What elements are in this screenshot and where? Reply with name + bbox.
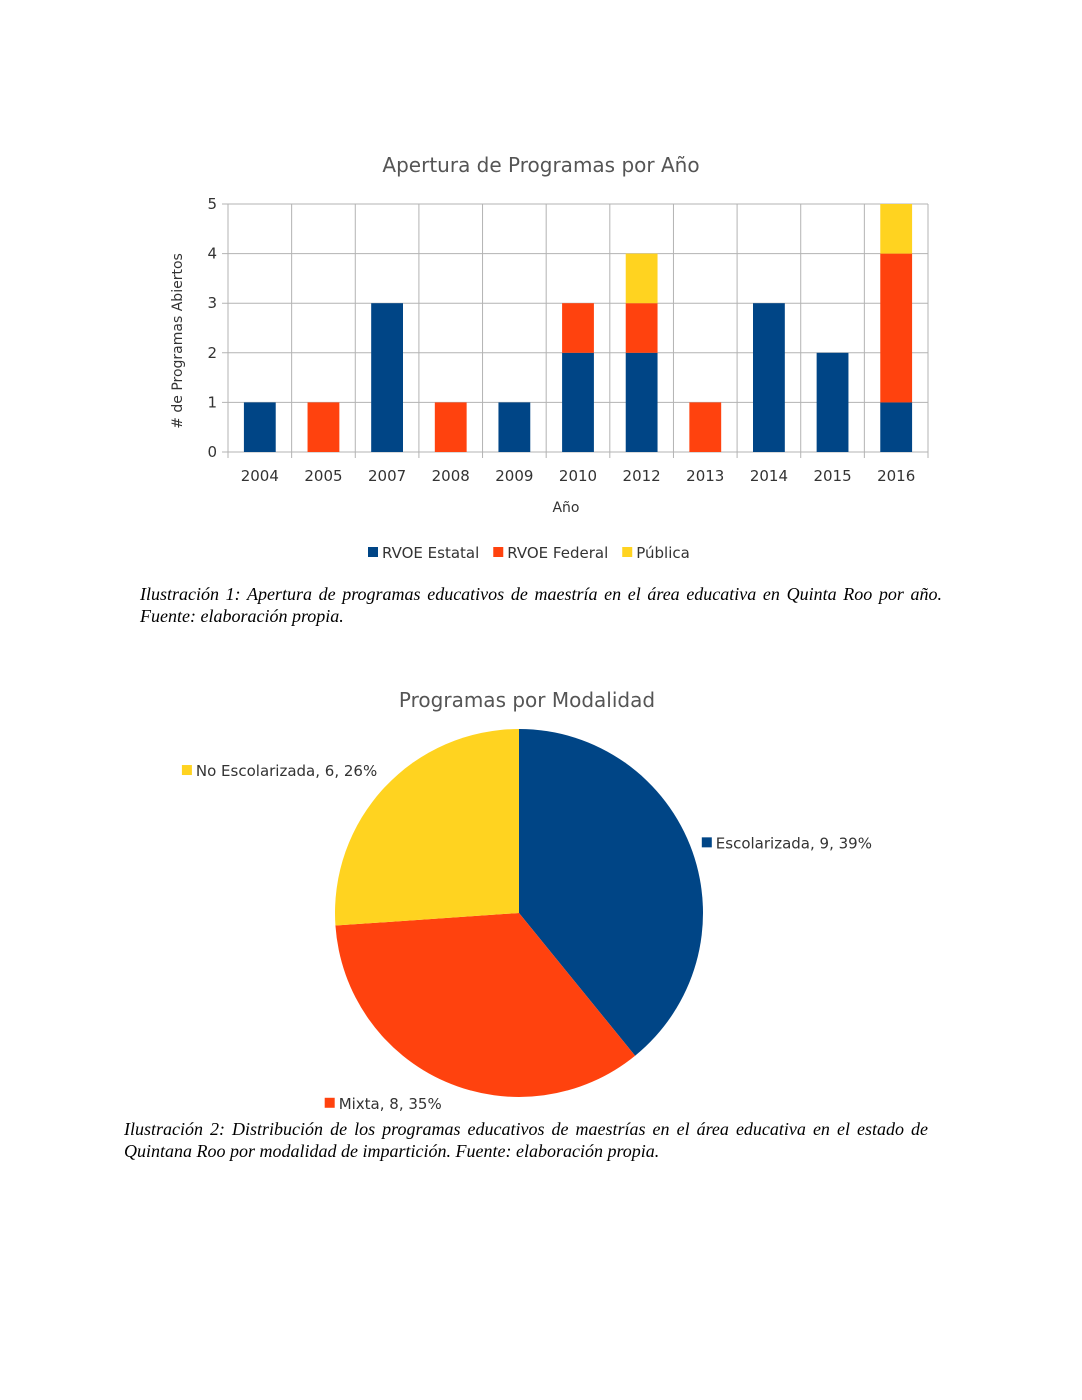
bar-chart-x-tick-label: 2016 [877, 467, 915, 485]
legend-label: RVOE Estatal [382, 544, 479, 562]
bar-chart-y-tick-label: 3 [207, 294, 217, 312]
bar-segment [880, 253, 913, 403]
pie-chart-title: Programas por Modalidad [399, 688, 655, 712]
bar-chart-x-tick-label: 2004 [241, 467, 279, 485]
bar-chart-x-tick-label: 2013 [686, 467, 724, 485]
bar-segment [880, 402, 913, 452]
pie-slice [335, 913, 636, 1097]
bar-chart-x-tick-label: 2009 [495, 467, 533, 485]
bar-chart-bars [243, 204, 913, 452]
bar-segment [816, 352, 849, 452]
bar-chart-y-tick-label: 4 [207, 245, 217, 263]
bar-chart-y-tick-label: 2 [207, 344, 217, 362]
bar-segment [625, 253, 658, 304]
bar-chart-x-tick-label: 2015 [813, 467, 851, 485]
bar-chart-x-tick-label: 2010 [559, 467, 597, 485]
bar-chart-x-tick-label: 2014 [750, 467, 788, 485]
bar-chart-grid [222, 203, 929, 458]
pie-slice [519, 729, 703, 1056]
bar-chart-x-tick-label: 2005 [304, 467, 342, 485]
bar-segment [625, 303, 658, 353]
pie-slice [335, 729, 519, 926]
bar-segment [562, 352, 594, 452]
bar-chart-x-axis-label: Año [552, 500, 579, 516]
bar-chart-y-tick-label: 1 [207, 393, 217, 411]
bar-chart-title: Apertura de Programas por Año [382, 153, 699, 177]
bar-segment [434, 402, 467, 452]
pie-slice-label: Mixta, 8, 35% [339, 1095, 442, 1113]
bar-segment [307, 402, 340, 452]
pie-label-swatch [701, 837, 712, 848]
legend-label: RVOE Federal [507, 544, 608, 562]
bar-chart-y-tick-label: 5 [207, 195, 217, 213]
legend-swatch [493, 547, 504, 557]
pie-label-swatch [181, 765, 192, 776]
legend-swatch [622, 547, 633, 557]
bar-chart: Apertura de Programas por Año 0 1 2 3 4 5 200… [170, 153, 929, 562]
pie-label-swatch [324, 1097, 335, 1108]
bar-segment [243, 402, 276, 452]
bar-segment [498, 402, 531, 452]
pie-chart-slices [335, 729, 703, 1097]
pie-slice-label: No Escolarizada, 6, 26% [196, 762, 377, 780]
legend-swatch [368, 547, 378, 557]
bar-segment [689, 402, 722, 452]
bar-segment [625, 352, 658, 452]
bar-chart-x-tick-label: 2008 [432, 467, 470, 485]
bar-chart-y-tick-label: 0 [207, 443, 217, 461]
legend-label: Pública [636, 544, 690, 562]
bar-segment [562, 303, 594, 353]
bar-chart-y-ticks: 0 1 2 3 4 5 [207, 195, 217, 461]
bar-segment [753, 303, 785, 452]
bar-chart-x-ticks: 2004 2005 2007 2008 2009 2010 2012 2013 2014 2015… [241, 467, 916, 485]
bar-chart-y-axis-label: # de Programas Abiertos [170, 253, 186, 429]
pie-chart-labels: Escolarizada, 9, 39% Mixta, 8, 35% No Esco… [181, 762, 872, 1113]
pie-slice-label: Escolarizada, 9, 39% [716, 834, 872, 852]
bar-chart-x-tick-label: 2007 [368, 467, 406, 485]
figure-1-caption: Ilustración 1: Apertura de programas edu… [140, 584, 942, 626]
pie-chart: Programas por Modalidad Escolarizada, 9,… [181, 688, 872, 1113]
bar-chart-legend: RVOE Estatal RVOE Federal Pública [368, 544, 690, 562]
bar-segment [880, 204, 913, 254]
figure-2-caption: Ilustración 2: Distribución de los progr… [124, 1119, 928, 1161]
bar-segment [371, 303, 403, 452]
bar-chart-x-tick-label: 2012 [623, 467, 661, 485]
